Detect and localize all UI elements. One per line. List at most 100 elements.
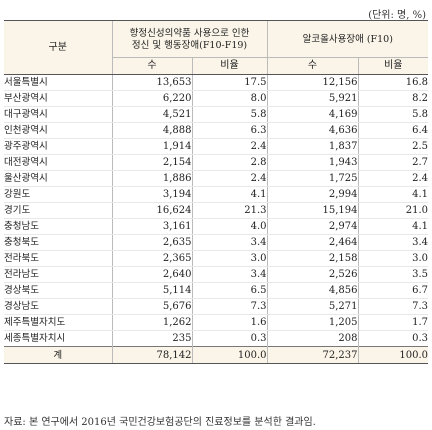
header-region: 구분 bbox=[4, 20, 112, 75]
g1-count-cell: 4,521 bbox=[111, 106, 192, 123]
header-g2-count: 수 bbox=[266, 57, 359, 75]
header-row-columns: 수 비율 수 비율 bbox=[4, 57, 429, 75]
header-group-psychoactive: 향정신성의약품 사용으로 인한 정신 및 행동장애(F10-F19) bbox=[111, 20, 268, 58]
g1-count-cell: 3,194 bbox=[111, 186, 192, 203]
g2-ratio-cell: 5.8 bbox=[357, 106, 429, 123]
g2-ratio-cell: 6.4 bbox=[357, 122, 429, 139]
table-row: 부산광역시 6,220 8.0 5,921 8.2 bbox=[4, 90, 429, 107]
table-row: 충청남도 3,161 4.0 2,974 4.1 bbox=[4, 218, 429, 235]
total-g2-ratio: 100.0 bbox=[357, 346, 429, 364]
g2-ratio-cell: 3.4 bbox=[357, 234, 429, 251]
g2-ratio-cell: 2.4 bbox=[357, 170, 429, 187]
g2-ratio-cell: 7.3 bbox=[357, 298, 429, 315]
g2-count-cell: 1,205 bbox=[266, 314, 359, 331]
g2-count-cell: 15,194 bbox=[266, 202, 359, 219]
g1-count-cell: 235 bbox=[111, 330, 192, 347]
table-row: 전라남도 2,640 3.4 2,526 3.5 bbox=[4, 266, 429, 283]
g2-ratio-cell: 0.3 bbox=[357, 330, 429, 347]
table-row: 대전광역시 2,154 2.8 1,943 2.7 bbox=[4, 154, 429, 171]
g1-ratio-cell: 3.4 bbox=[191, 234, 268, 251]
header-g2-ratio: 비율 bbox=[357, 57, 429, 75]
g1-count-cell: 1,914 bbox=[111, 138, 192, 155]
g2-count-cell: 2,526 bbox=[266, 266, 359, 283]
table-row: 경상북도 5,114 6.5 4,856 6.7 bbox=[4, 282, 429, 299]
g2-ratio-cell: 3.5 bbox=[357, 266, 429, 283]
g1-ratio-cell: 7.3 bbox=[191, 298, 268, 315]
region-cell: 대전광역시 bbox=[4, 154, 112, 171]
g2-count-cell: 2,158 bbox=[266, 250, 359, 267]
g2-count-cell: 2,464 bbox=[266, 234, 359, 251]
region-cell: 서울특별시 bbox=[4, 74, 112, 91]
total-g2-count: 72,237 bbox=[266, 346, 359, 364]
table-row: 대구광역시 4,521 5.8 4,169 5.8 bbox=[4, 106, 429, 123]
source-note: 자료: 본 연구에서 2016년 국민건강보험공단의 진료정보를 분석한 결과임… bbox=[4, 417, 316, 428]
g2-count-cell: 4,636 bbox=[266, 122, 359, 139]
g2-ratio-cell: 8.2 bbox=[357, 90, 429, 107]
g2-ratio-cell: 4.1 bbox=[357, 218, 429, 235]
g1-count-cell: 2,635 bbox=[111, 234, 192, 251]
g2-ratio-cell: 16.8 bbox=[357, 74, 429, 91]
region-cell: 부산광역시 bbox=[4, 90, 112, 107]
g2-count-cell: 2,994 bbox=[266, 186, 359, 203]
region-cell: 경기도 bbox=[4, 202, 112, 219]
g1-ratio-cell: 1.6 bbox=[191, 314, 268, 331]
g1-ratio-cell: 21.3 bbox=[191, 202, 268, 219]
g1-count-cell: 2,154 bbox=[111, 154, 192, 171]
total-label: 계 bbox=[4, 346, 112, 364]
g1-count-cell: 1,262 bbox=[111, 314, 192, 331]
g2-count-cell: 5,921 bbox=[266, 90, 359, 107]
region-cell: 울산광역시 bbox=[4, 170, 112, 187]
table-row: 경상남도 5,676 7.3 5,271 7.3 bbox=[4, 298, 429, 315]
table-row: 울산광역시 1,886 2.4 1,725 2.4 bbox=[4, 170, 429, 187]
region-cell: 인천광역시 bbox=[4, 122, 112, 139]
g1-count-cell: 5,676 bbox=[111, 298, 192, 315]
region-cell: 세종특별자치시 bbox=[4, 333, 66, 344]
table-row: 제주특별자치도 1,262 1.6 1,205 1.7 bbox=[4, 314, 429, 331]
g2-ratio-cell: 2.5 bbox=[357, 138, 429, 155]
region-cell: 강원도 bbox=[4, 186, 112, 203]
region-cell: 충청북도 bbox=[4, 234, 112, 251]
g1-ratio-cell: 2.4 bbox=[191, 138, 268, 155]
header-row-groups: 구분 향정신성의약품 사용으로 인한 정신 및 행동장애(F10-F19) 알코… bbox=[4, 20, 429, 75]
g1-count-cell: 3,161 bbox=[111, 218, 192, 235]
g1-ratio-cell: 6.3 bbox=[191, 122, 268, 139]
g2-count-cell: 5,271 bbox=[266, 298, 359, 315]
g1-ratio-cell: 2.4 bbox=[191, 170, 268, 187]
g1-count-cell: 2,640 bbox=[111, 266, 192, 283]
g1-ratio-cell: 6.5 bbox=[191, 282, 268, 299]
table-row: 충청북도 2,635 3.4 2,464 3.4 bbox=[4, 234, 429, 251]
total-g1-ratio: 100.0 bbox=[191, 346, 268, 364]
table-row: 전라북도 2,365 3.0 2,158 3.0 bbox=[4, 250, 429, 267]
g1-ratio-cell: 3.4 bbox=[191, 266, 268, 283]
g1-count-cell: 4,888 bbox=[111, 122, 192, 139]
g1-ratio-cell: 17.5 bbox=[191, 74, 268, 91]
g1-ratio-cell: 2.8 bbox=[191, 154, 268, 171]
g1-count-cell: 13,653 bbox=[111, 74, 192, 91]
table-row: 세종특별자치시 235 0.3 208 0.3 bbox=[4, 330, 429, 347]
g2-count-cell: 1,837 bbox=[266, 138, 359, 155]
g1-ratio-cell: 8.0 bbox=[191, 90, 268, 107]
region-cell: 경상북도 bbox=[4, 282, 112, 299]
g2-ratio-cell: 1.7 bbox=[357, 314, 429, 331]
g2-ratio-cell: 6.7 bbox=[357, 282, 429, 299]
g2-count-cell: 1,943 bbox=[266, 154, 359, 171]
table-row: 광주광역시 1,914 2.4 1,837 2.5 bbox=[4, 138, 429, 155]
data-table: 구분 향정신성의약품 사용으로 인한 정신 및 행동장애(F10-F19) 알코… bbox=[4, 20, 429, 364]
g2-ratio-cell: 4.1 bbox=[357, 186, 429, 203]
g2-count-cell: 208 bbox=[266, 330, 359, 347]
table-row: 인천광역시 4,888 6.3 4,636 6.4 bbox=[4, 122, 429, 139]
region-cell: 충청남도 bbox=[4, 218, 112, 235]
g2-count-cell: 12,156 bbox=[266, 74, 359, 91]
total-row: 계 78,142 100.0 72,237 100.0 bbox=[4, 346, 429, 364]
table-row: 서울특별시 13,653 17.5 12,156 16.8 bbox=[4, 74, 429, 91]
g2-ratio-cell: 3.0 bbox=[357, 250, 429, 267]
header-group-alcohol: 알코올사용장애 (F10) bbox=[266, 20, 429, 58]
g2-count-cell: 2,974 bbox=[266, 218, 359, 235]
header-g1-count: 수 bbox=[111, 57, 192, 75]
region-cell: 전라남도 bbox=[4, 266, 112, 283]
unit-label: (단위: 명, %) bbox=[368, 10, 426, 21]
region-cell: 제주특별자치도 bbox=[4, 314, 112, 331]
g2-count-cell: 4,856 bbox=[266, 282, 359, 299]
g2-count-cell: 4,169 bbox=[266, 106, 359, 123]
g1-ratio-cell: 5.8 bbox=[191, 106, 268, 123]
